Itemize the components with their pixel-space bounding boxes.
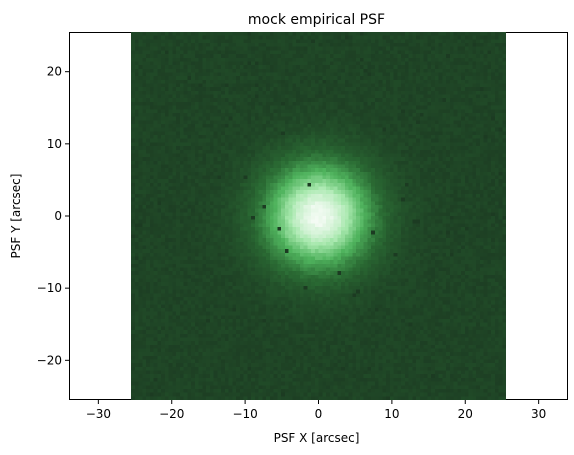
x-tick-label: 20: [458, 407, 473, 421]
x-tick-label: 0: [315, 407, 323, 421]
y-tick-label: −10: [37, 281, 62, 295]
x-tick-label: 10: [384, 407, 399, 421]
chart-title: mock empirical PSF: [248, 12, 385, 28]
y-axis-label: PSF Y [arcsec]: [9, 174, 23, 259]
x-tick-label: 30: [531, 407, 546, 421]
psf-heatmap-image: [131, 32, 506, 400]
y-tick-label: 20: [47, 65, 62, 79]
y-axis-ticks: −20 −10 0 10 20: [37, 65, 69, 367]
x-tick-label: −10: [232, 407, 257, 421]
y-tick-label: 10: [47, 137, 62, 151]
x-tick-label: −20: [159, 407, 184, 421]
x-axis-label: PSF X [arcsec]: [274, 431, 360, 445]
x-tick-label: −30: [86, 407, 111, 421]
y-tick-label: −20: [37, 353, 62, 367]
x-axis-ticks: −30 −20 −10 0 10 20 30: [86, 400, 546, 421]
y-tick-label: 0: [54, 209, 62, 223]
